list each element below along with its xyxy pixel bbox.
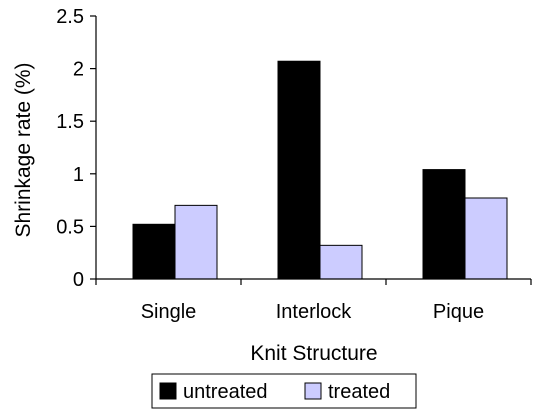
y-tick-label: 2 (73, 59, 84, 81)
y-tick-label: 0.5 (56, 216, 84, 238)
y-tick-label: 1 (73, 164, 84, 186)
x-axis-title: Knit Structure (250, 342, 377, 365)
y-axis-title: Shrinkage rate (%) (12, 62, 35, 237)
x-axis-tick-labels: Single Interlock Pique (95, 279, 532, 323)
legend: untreated treated (151, 373, 417, 409)
bar-untreated-interlock (277, 60, 321, 280)
bars (132, 60, 508, 280)
bar-untreated-pique (422, 169, 466, 280)
legend-frame (151, 373, 417, 409)
legend-label-untreated: untreated (183, 381, 268, 403)
y-axis-ticks: 0 0.5 1 1.5 2 2.5 (56, 6, 96, 291)
legend-swatch-untreated (159, 382, 177, 400)
x-tick-label: Single (141, 301, 197, 323)
bar-treated-pique (464, 197, 508, 280)
y-tick-label: 1.5 (56, 111, 84, 133)
bar-untreated-single (132, 223, 176, 280)
x-tick-label: Interlock (276, 301, 353, 323)
bar-treated-interlock (319, 244, 363, 280)
y-tick-label: 2.5 (56, 6, 84, 28)
y-tick-label: 0 (73, 269, 84, 291)
legend-label-treated: treated (328, 381, 390, 403)
x-tick-label: Pique (433, 301, 484, 323)
legend-swatch-treated (304, 382, 322, 400)
bar-treated-single (174, 204, 218, 280)
